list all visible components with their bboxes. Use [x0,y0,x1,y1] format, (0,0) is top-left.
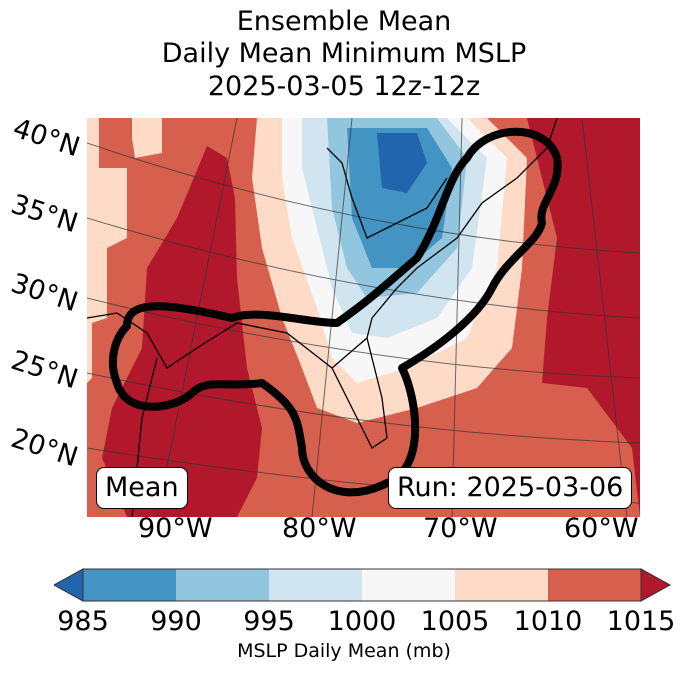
colorbar-bin-985-990 [83,569,176,601]
title-line-3: 2025-03-05 12z-12z [207,71,481,102]
lat-label-35: 35°N [7,188,82,240]
colorbar-tick-1000: 1000 [327,606,397,637]
colorbar-tick-995: 995 [243,606,295,637]
mean-label-box: Mean [96,467,188,509]
colorbar-tick-1005: 1005 [420,606,490,637]
map-panel [87,118,640,517]
colorbar-bin-1005-1010 [455,569,548,601]
colorbar-tick-985: 985 [57,606,109,637]
colorbar-label: MSLP Daily Mean (mb) [237,640,451,662]
colorbar-tick-1010: 1010 [513,606,583,637]
lat-label-20: 20°N [7,422,82,474]
colorbar-extend-low [54,568,84,602]
colorbar-bin-990-995 [176,569,269,601]
title-line-1: Ensemble Mean [236,6,452,37]
lon-label-80w: 80°W [282,513,357,544]
colorbar-tick-1015: 1015 [606,606,676,637]
lat-label-25: 25°N [7,344,82,396]
run-date-box: Run: 2025-03-06 [388,467,633,509]
colorbar-bin-1010-1015 [548,569,641,601]
colorbar [54,568,672,602]
field-1015-east [527,118,640,517]
field-below-985 [377,133,427,193]
threshold-contour [108,127,562,497]
lat-label-40: 40°N [9,112,84,164]
colorbar-bin-995-1000 [269,569,362,601]
lon-label-90w: 90°W [138,513,213,544]
lon-label-60w: 60°W [564,513,639,544]
colorbar-bin-1000-1005 [362,569,455,601]
colorbar-extend-high [640,568,672,602]
colorbar-tick-990: 990 [150,606,202,637]
field-1005-nw [132,118,162,158]
lon-label-70w: 70°W [423,513,498,544]
lat-label-30: 30°N [7,267,82,319]
title-line-2: Daily Mean Minimum MSLP [161,38,527,69]
